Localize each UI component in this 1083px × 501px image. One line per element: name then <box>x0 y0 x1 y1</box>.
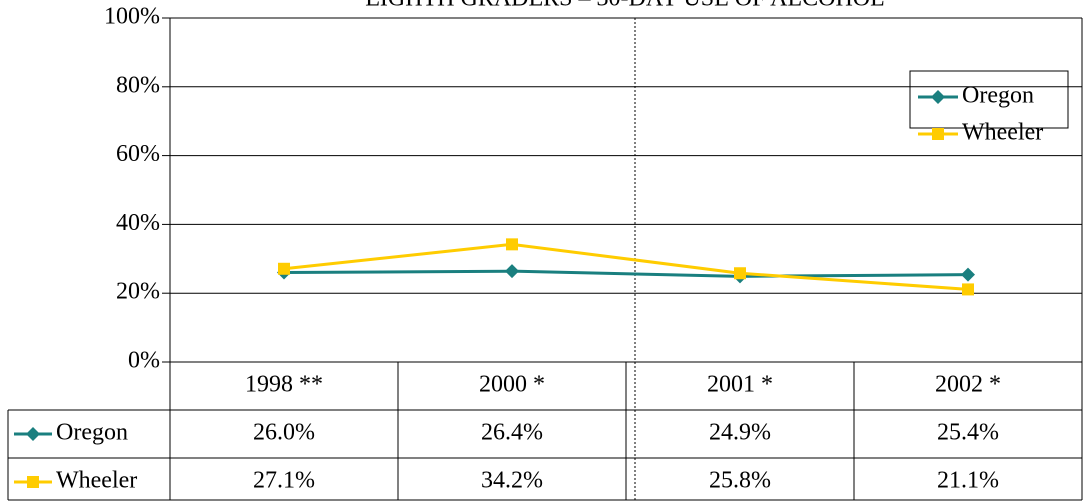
data-point <box>278 262 290 275</box>
table-cell: 27.1% <box>253 468 315 494</box>
table-cell: 34.2% <box>481 468 543 494</box>
table-cell: 26.0% <box>253 420 315 446</box>
table-row-label: Oregon <box>56 420 128 446</box>
y-tick-label: 20% <box>116 279 160 305</box>
data-point <box>962 283 974 296</box>
data-point <box>505 264 519 279</box>
data-point <box>961 267 975 282</box>
legend-marker <box>932 128 944 140</box>
chart-title: EIGHTH GRADERS – 30-DAY USE OF ALCOHOL <box>365 0 885 12</box>
y-tick-label: 80% <box>116 72 160 98</box>
y-tick-label: 0% <box>128 348 160 374</box>
y-tick-label: 40% <box>116 210 160 236</box>
x-tick-label: 2002 * <box>935 372 1001 398</box>
table-cell: 24.9% <box>709 420 771 446</box>
legend-label: Oregon <box>962 83 1034 109</box>
y-tick-label: 60% <box>116 141 160 167</box>
series-line <box>283 242 969 291</box>
table-legend-marker <box>26 427 40 441</box>
legend-marker <box>931 90 945 104</box>
table-legend-marker <box>27 476 39 488</box>
x-tick-label: 2001 * <box>707 372 773 398</box>
table-cell: 26.4% <box>481 420 543 446</box>
data-point <box>734 267 746 280</box>
table-cell: 25.4% <box>937 420 999 446</box>
table-cell: 25.8% <box>709 468 771 494</box>
x-tick-label: 1998 ** <box>245 372 323 398</box>
legend-box <box>909 70 1069 129</box>
table-row-label: Wheeler <box>56 468 137 494</box>
data-point <box>506 238 518 251</box>
x-tick-label: 2000 * <box>479 372 545 398</box>
legend-label: Wheeler <box>962 120 1043 146</box>
series-line <box>283 269 969 278</box>
y-tick-label: 100% <box>104 4 160 30</box>
table-cell: 21.1% <box>937 468 999 494</box>
